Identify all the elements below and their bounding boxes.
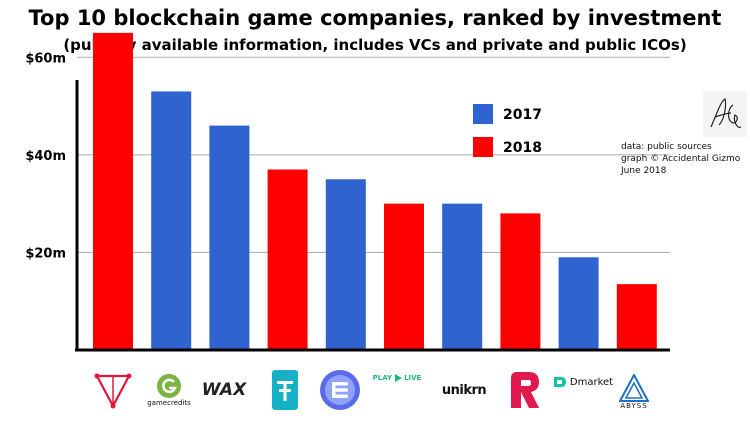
legend-swatch-2017	[473, 104, 493, 124]
bar-unikrn	[442, 203, 483, 350]
dmarket-logo: Dmarket	[548, 371, 618, 393]
source-line-2: graph © Accidental Gizmo	[621, 154, 741, 164]
source-note: data: public sources graph © Accidental …	[621, 141, 740, 177]
play-icon	[395, 374, 403, 382]
legend-label-2018: 2018	[503, 140, 542, 156]
bar-dmarket	[558, 257, 599, 350]
enjin-logo-icon	[315, 368, 365, 412]
gamecredits-logo: gamecredits	[144, 368, 194, 412]
dmarket-text: Dmarket	[569, 376, 614, 388]
playlive-text-a: PLAY	[372, 374, 393, 382]
playlive-logo: PLAY LIVE	[372, 366, 422, 390]
chainium-logo-icon	[88, 368, 138, 412]
source-line-1: data: public sources	[621, 142, 712, 152]
refereum-logo-icon	[500, 368, 550, 412]
chart-subtitle: (publicly available information, include…	[63, 36, 687, 54]
gamecredits-icon	[157, 374, 181, 398]
bar-tether-style-logo	[267, 169, 308, 350]
bar-chainium	[93, 32, 133, 351]
y-tick-label: $40m	[25, 149, 66, 164]
playlive-text-b: LIVE	[404, 374, 422, 382]
source-line-3: June 2018	[621, 166, 667, 176]
legend-swatch-2018	[473, 137, 493, 157]
dmarket-icon	[553, 377, 566, 387]
y-tick-label: $20m	[25, 246, 66, 261]
tether-logo-icon	[260, 368, 310, 412]
bar-enjin	[325, 179, 366, 350]
abyss-text: ABYSS	[620, 402, 648, 410]
abyss-icon	[619, 374, 649, 402]
legend-label-2017: 2017	[503, 107, 542, 123]
y-tick-label: $60m	[25, 51, 66, 66]
signature-logo	[703, 91, 747, 137]
gamecredits-text: gamecredits	[147, 399, 191, 407]
bar-refereum	[500, 213, 541, 350]
unikrn-text: unikrn	[441, 382, 487, 398]
bar-gamecredits	[151, 91, 192, 350]
wax-text: WAX	[201, 380, 247, 400]
abyss-logo: ABYSS	[609, 370, 659, 414]
chart-title: Top 10 blockchain game companies, ranked…	[28, 6, 722, 30]
bar-playlive	[384, 203, 424, 350]
bar-wax	[209, 125, 250, 350]
bar-the-abyss	[616, 284, 657, 350]
wax-logo: WAX	[199, 368, 249, 412]
unikrn-logo: unikrn	[436, 368, 492, 412]
